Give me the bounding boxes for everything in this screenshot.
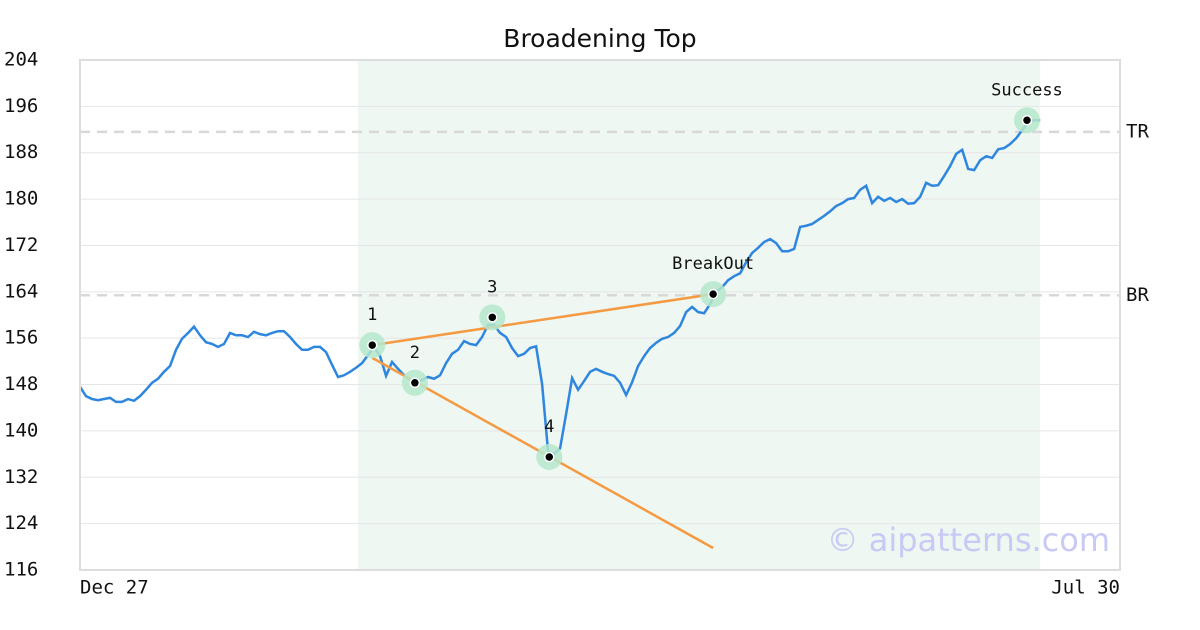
y-tick-label: 188 xyxy=(4,141,38,163)
watermark: © aipatterns.com xyxy=(827,521,1110,559)
highlight-region xyxy=(357,60,1041,570)
point-dot xyxy=(409,377,421,389)
point-label: Success xyxy=(991,80,1063,100)
y-tick-label: 140 xyxy=(4,419,38,441)
point-label: 1 xyxy=(367,305,377,325)
y-tick-label: 132 xyxy=(4,466,38,488)
y-tick-label: 164 xyxy=(4,280,38,302)
point-dot xyxy=(487,312,498,323)
point-dot xyxy=(544,451,555,463)
point-dot xyxy=(707,288,719,300)
y-tick-label: 148 xyxy=(4,373,38,395)
x-tick-label: Dec 27 xyxy=(80,577,149,599)
plot-border xyxy=(79,59,1121,571)
point-label: 3 xyxy=(487,277,497,297)
point-label: BreakOut xyxy=(672,254,754,274)
price-line xyxy=(78,119,1041,456)
level-label: TR xyxy=(1126,120,1149,142)
y-tick-label: 204 xyxy=(4,49,38,71)
x-tick-label: Jul 30 xyxy=(1051,577,1120,599)
point-label: 4 xyxy=(544,417,554,437)
y-tick-label: 124 xyxy=(4,512,38,534)
y-tick-label: 156 xyxy=(4,327,38,349)
point-label: 2 xyxy=(410,343,420,363)
point-dot xyxy=(367,339,378,351)
trend-line xyxy=(372,292,714,347)
y-tick-label: 196 xyxy=(4,95,38,117)
level-label: BR xyxy=(1126,284,1149,306)
y-tick-label: 180 xyxy=(4,188,38,210)
y-tick-label: 172 xyxy=(4,234,38,256)
point-dot xyxy=(1021,115,1033,126)
y-tick-label: 116 xyxy=(4,559,38,581)
chart-title: Broadening Top xyxy=(503,24,696,53)
